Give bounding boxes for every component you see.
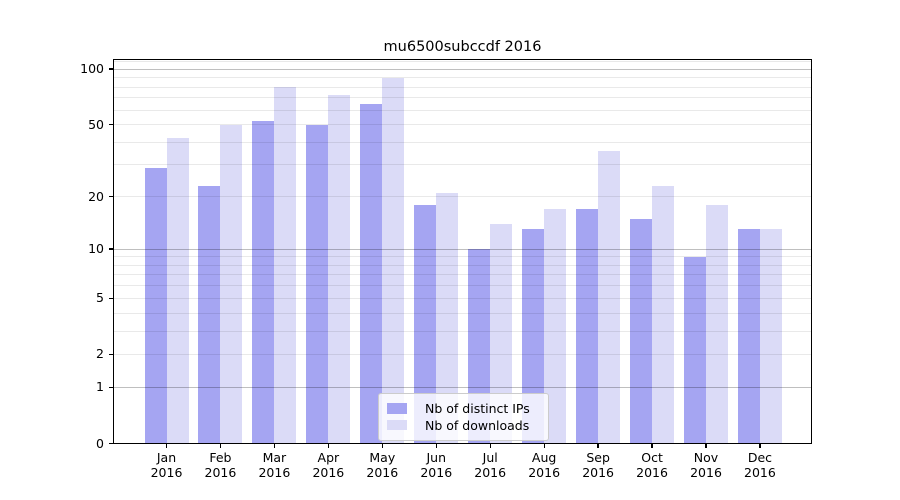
legend-item-downloads: Nb of downloads [387, 418, 530, 433]
bar-downloads-dec [759, 229, 782, 444]
gridline-60 [113, 109, 812, 111]
legend-swatch-distinct-ips [387, 403, 407, 414]
y-tick-label-20: 20 [88, 188, 104, 204]
gridline-9 [113, 256, 812, 258]
x-tick-mark-sep [597, 443, 599, 449]
bar-downloads-feb [220, 124, 243, 444]
bar-distinct-ips-may [360, 103, 383, 444]
x-tick-label-nov: Nov 2016 [690, 449, 722, 481]
y-tick-label-1: 1 [96, 379, 104, 395]
y-tick-label-10: 10 [88, 241, 104, 257]
bar-distinct-ips-jan [144, 167, 167, 444]
plot-area: Nb of distinct IPs Nb of downloads [113, 58, 812, 444]
gridline-3 [113, 330, 812, 332]
x-tick-mark-jul [489, 443, 491, 449]
x-tick-label-mar: Mar 2016 [258, 449, 291, 481]
legend-label-distinct-ips: Nb of distinct IPs [425, 401, 530, 417]
bar-downloads-sep [598, 150, 621, 444]
gridline-6 [113, 285, 812, 287]
x-tick-mark-dec [759, 443, 761, 449]
gridline-80 [113, 86, 812, 88]
bar-distinct-ips-oct [630, 218, 653, 444]
x-tick-label-jan: Jan 2016 [150, 449, 183, 481]
x-tick-mark-jan [165, 443, 168, 449]
x-tick-mark-nov [705, 443, 707, 449]
bar-distinct-ips-jun [414, 204, 437, 444]
bar-downloads-apr [328, 95, 351, 444]
bar-downloads-nov [706, 204, 728, 444]
gridline-1 [113, 386, 812, 388]
y-tick-label-5: 5 [96, 290, 104, 306]
y-tick-mark-50 [108, 123, 113, 126]
x-tick-mark-feb [219, 443, 222, 449]
gridline-7 [113, 274, 812, 276]
bar-downloads-jun [436, 192, 459, 444]
gridline-70 [113, 97, 812, 99]
gridline-40 [113, 141, 812, 143]
x-tick-label-jul: Jul 2016 [474, 449, 507, 481]
bar-downloads-jul [490, 223, 513, 444]
bar-distinct-ips-dec [737, 229, 760, 444]
bar-downloads-mar [274, 87, 297, 444]
gridline-100 [113, 68, 812, 70]
bar-downloads-oct [652, 185, 675, 444]
y-tick-mark-100 [108, 68, 113, 70]
x-tick-label-aug: Aug 2016 [528, 449, 561, 481]
gridline-10 [113, 248, 812, 250]
x-tick-mark-apr [327, 443, 329, 449]
legend-label-downloads: Nb of downloads [425, 417, 530, 433]
x-tick-mark-jun [435, 443, 437, 449]
gridline-8 [113, 264, 812, 266]
gridline-90 [113, 77, 812, 79]
y-tick-mark-20 [108, 195, 113, 198]
y-tick-label-2: 2 [96, 346, 104, 362]
gridline-4 [113, 312, 812, 314]
bar-downloads-aug [544, 209, 567, 444]
chart-title: mu6500subccdf 2016 [383, 39, 542, 55]
x-tick-label-feb: Feb 2016 [204, 449, 237, 481]
x-tick-label-dec: Dec 2016 [744, 449, 776, 481]
gridline-50 [113, 124, 812, 126]
x-tick-mark-aug [543, 443, 545, 449]
y-tick-mark-1 [108, 386, 113, 388]
y-tick-mark-2 [108, 353, 113, 356]
gridline-20 [113, 196, 812, 198]
legend-swatch-downloads [387, 419, 407, 431]
x-tick-label-sep: Sep 2016 [582, 449, 614, 481]
y-tick-label-100: 100 [80, 61, 104, 77]
bar-distinct-ips-aug [522, 229, 545, 444]
y-tick-label-0: 0 [96, 435, 104, 451]
bar-downloads-jan [166, 138, 189, 444]
bar-distinct-ips-sep [576, 209, 599, 444]
bar-distinct-ips-nov [684, 256, 706, 444]
y-tick-mark-5 [108, 297, 113, 299]
bar-distinct-ips-mar [252, 121, 275, 444]
y-tick-label-50: 50 [88, 116, 104, 132]
x-tick-mark-may [381, 443, 383, 449]
bar-downloads-may [382, 78, 405, 444]
gridline-110 [113, 60, 812, 62]
bar-distinct-ips-apr [306, 124, 329, 444]
y-tick-mark-0 [108, 442, 113, 445]
gridline-5 [113, 297, 812, 299]
x-tick-mark-oct [651, 443, 653, 449]
gridline-30 [113, 164, 812, 166]
x-tick-label-oct: Oct 2016 [636, 449, 668, 481]
x-tick-label-jun: Jun 2016 [420, 449, 453, 481]
y-tick-mark-10 [108, 248, 113, 250]
gridline-2 [113, 353, 812, 355]
legend-item-distinct-ips: Nb of distinct IPs [387, 401, 530, 416]
x-tick-label-apr: Apr 2016 [312, 449, 345, 481]
x-tick-mark-mar [273, 443, 276, 449]
x-tick-label-may: May 2016 [366, 449, 399, 481]
legend: Nb of distinct IPs Nb of downloads [378, 392, 549, 442]
bar-distinct-ips-feb [198, 185, 221, 444]
